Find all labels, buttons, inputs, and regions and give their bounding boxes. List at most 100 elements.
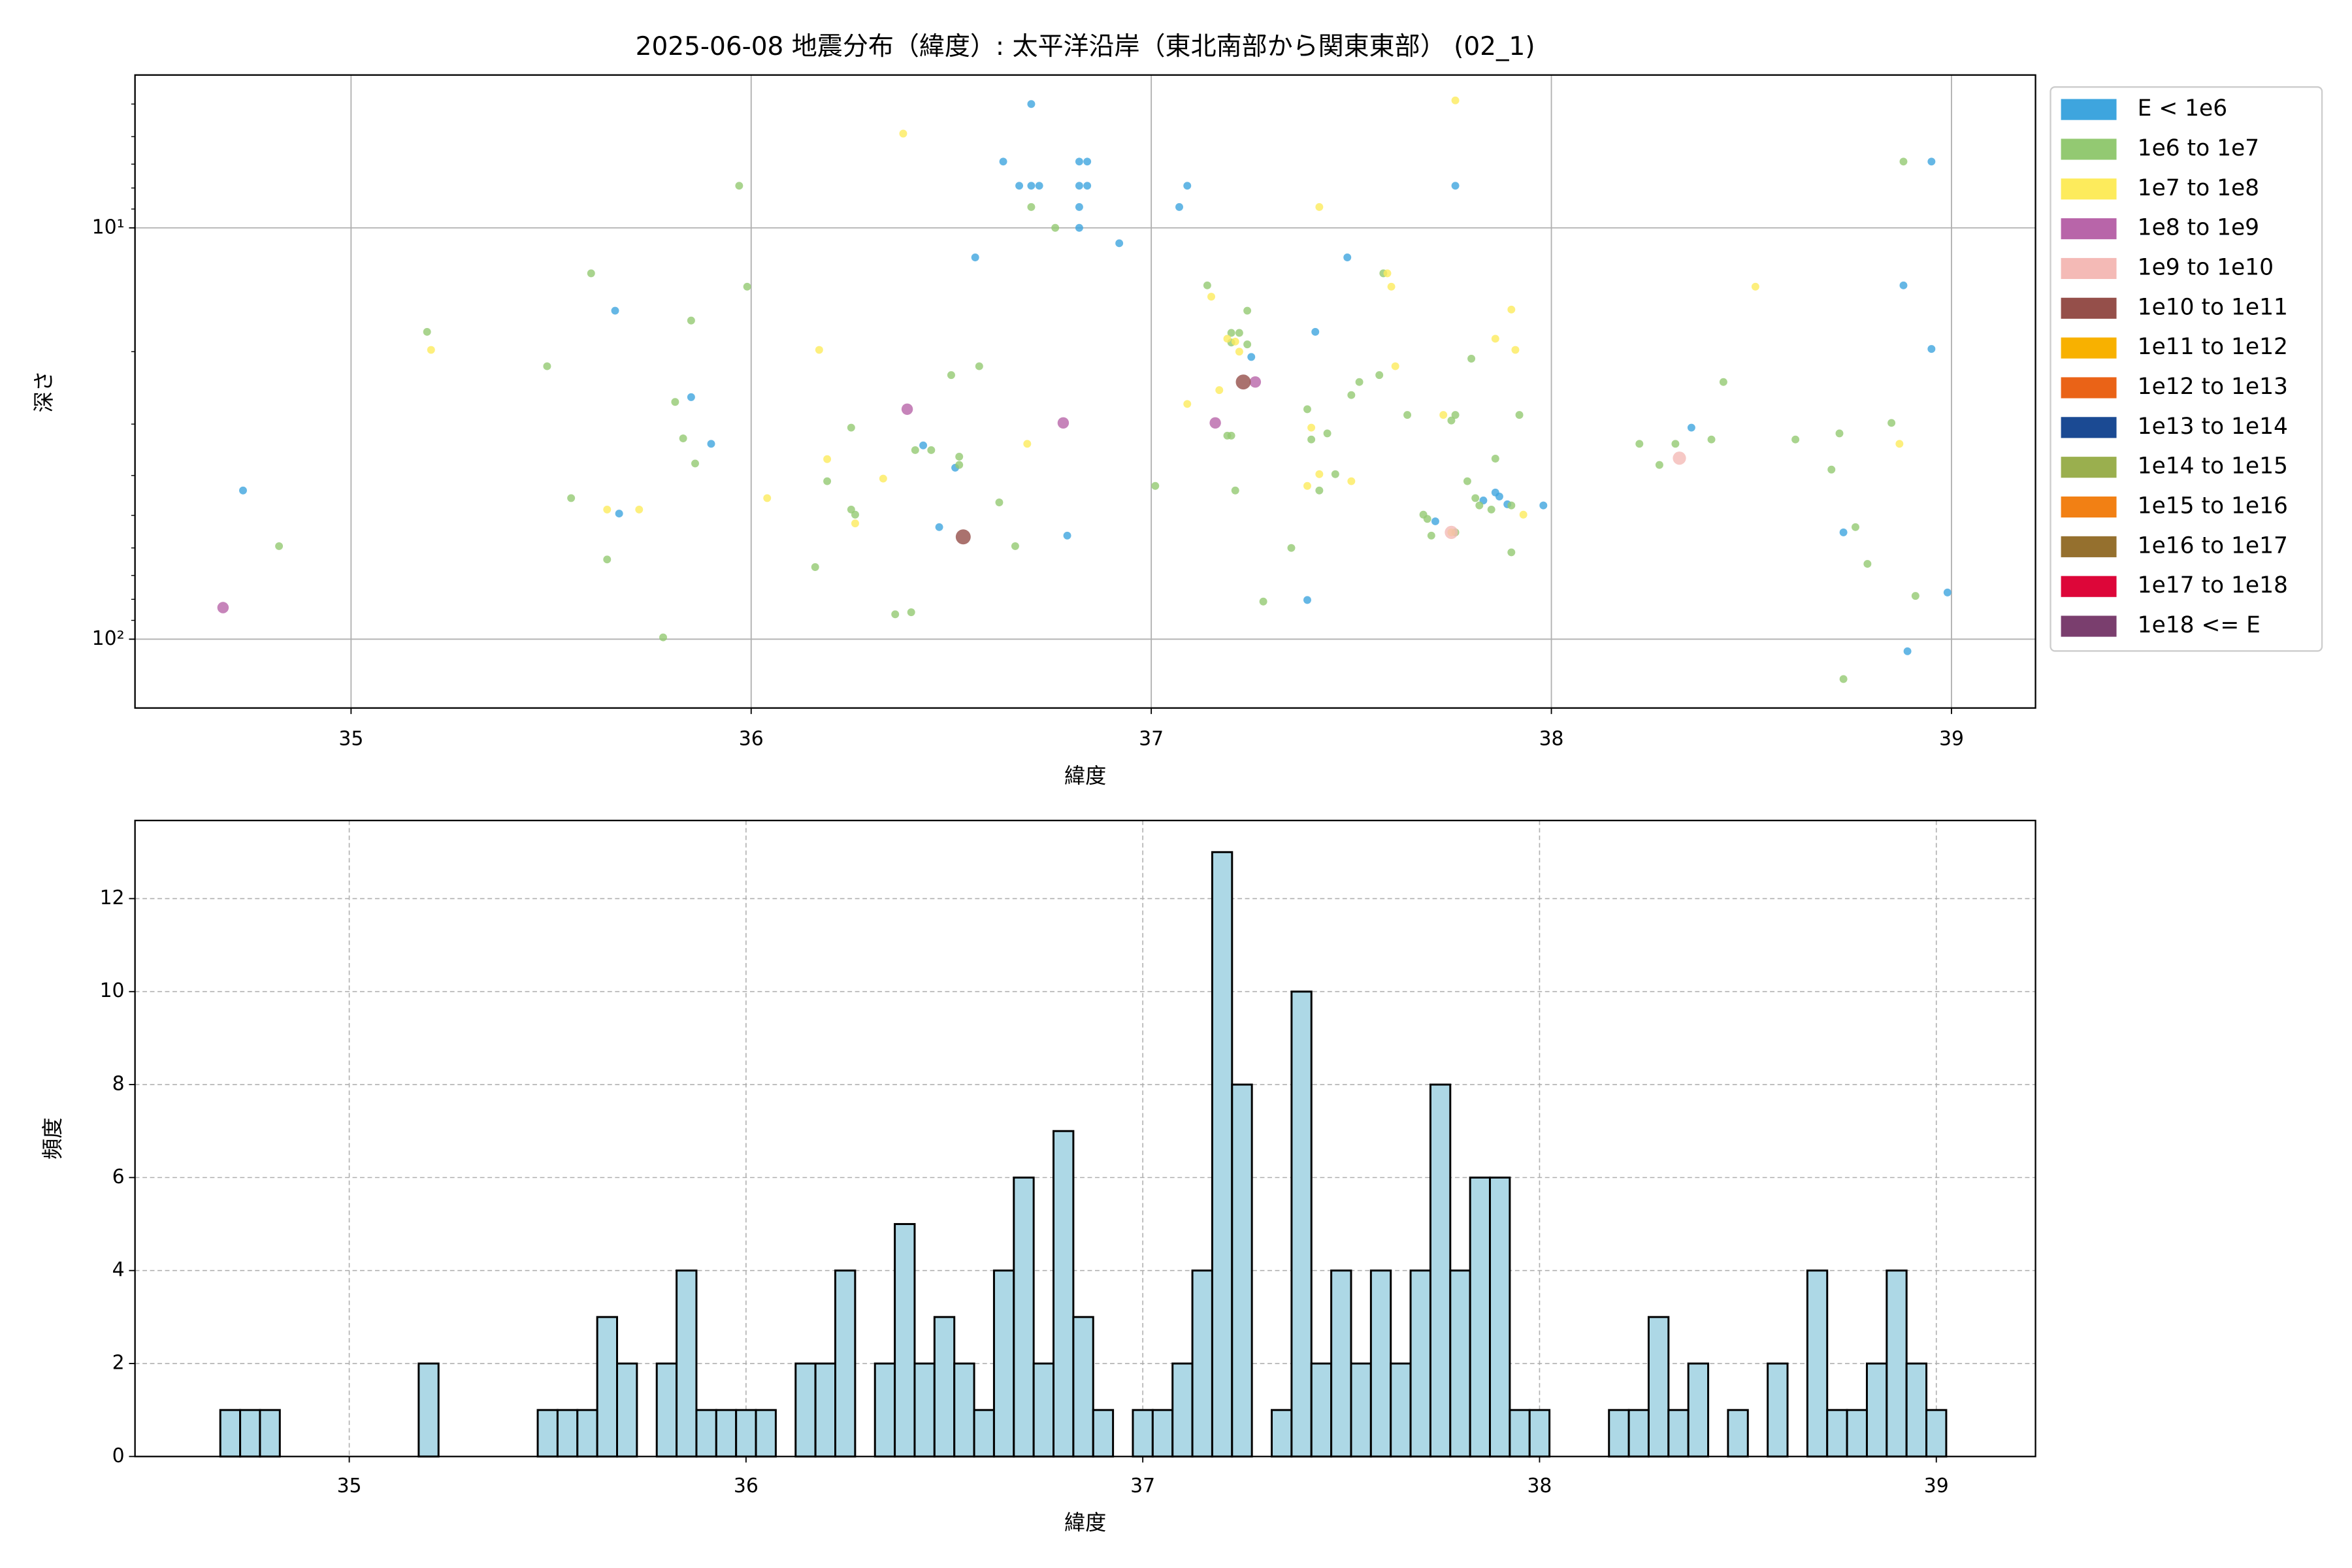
bar bbox=[1390, 1362, 1412, 1458]
x-axis-label: 緯度 bbox=[1064, 763, 1106, 788]
point bbox=[1927, 157, 1936, 166]
point bbox=[1051, 223, 1060, 232]
bar bbox=[1310, 1362, 1333, 1458]
point bbox=[1895, 440, 1904, 448]
point bbox=[1183, 182, 1192, 190]
point bbox=[1671, 440, 1680, 448]
legend-swatch bbox=[2061, 218, 2117, 240]
legend-label: 1e8 to 1e9 bbox=[2138, 215, 2259, 241]
point bbox=[971, 253, 979, 261]
point bbox=[847, 423, 855, 432]
point bbox=[1075, 223, 1083, 232]
bar bbox=[596, 1316, 618, 1458]
bar bbox=[1865, 1362, 1888, 1458]
legend-swatch bbox=[2061, 257, 2117, 280]
point bbox=[1223, 335, 1232, 343]
point bbox=[1247, 353, 1256, 361]
point bbox=[1475, 501, 1484, 510]
point bbox=[1391, 362, 1399, 370]
bar bbox=[1092, 1409, 1115, 1458]
bar bbox=[794, 1362, 817, 1458]
point bbox=[1863, 560, 1872, 568]
point bbox=[899, 129, 907, 138]
bar bbox=[755, 1409, 777, 1458]
point bbox=[1427, 531, 1435, 540]
bar bbox=[1151, 1409, 1174, 1458]
legend-label: 1e13 to 1e14 bbox=[2138, 414, 2288, 440]
bar bbox=[735, 1409, 757, 1458]
point bbox=[1899, 281, 1908, 289]
point bbox=[1151, 482, 1160, 490]
point bbox=[1707, 435, 1716, 444]
x-tick-label: 36 bbox=[739, 727, 764, 750]
point bbox=[1507, 548, 1516, 557]
x-tick-label: 36 bbox=[734, 1475, 759, 1497]
point bbox=[1511, 346, 1520, 354]
point bbox=[1331, 470, 1339, 478]
x-tick-label: 38 bbox=[1527, 1475, 1552, 1497]
bar bbox=[1409, 1269, 1431, 1458]
bar bbox=[1171, 1362, 1194, 1458]
point bbox=[1491, 335, 1499, 343]
point bbox=[1209, 417, 1221, 429]
point bbox=[1027, 100, 1036, 108]
point bbox=[1515, 411, 1524, 419]
point bbox=[1447, 416, 1456, 425]
point bbox=[1495, 493, 1503, 500]
point bbox=[671, 398, 679, 406]
point bbox=[1655, 461, 1663, 469]
point bbox=[603, 505, 612, 514]
legend-label: 1e16 to 1e17 bbox=[2138, 532, 2288, 559]
legend-swatch bbox=[2061, 139, 2117, 160]
y-axis-label: 頻度 bbox=[41, 1117, 65, 1159]
point bbox=[1403, 411, 1412, 419]
point bbox=[1243, 340, 1252, 349]
point bbox=[815, 346, 823, 354]
y-tick-label: 8 bbox=[112, 1073, 125, 1096]
point bbox=[1315, 203, 1324, 211]
bar bbox=[1905, 1362, 1928, 1458]
point bbox=[707, 440, 715, 448]
bar bbox=[814, 1362, 836, 1458]
bar bbox=[1211, 851, 1233, 1458]
legend-label: 1e17 to 1e18 bbox=[2138, 572, 2288, 598]
bar bbox=[1886, 1269, 1908, 1458]
y-tick-label: 6 bbox=[112, 1166, 125, 1188]
bar bbox=[676, 1269, 698, 1458]
y-tick-label: 0 bbox=[112, 1445, 125, 1467]
point bbox=[1791, 435, 1800, 444]
point bbox=[1235, 348, 1243, 356]
legend-label: 1e14 to 1e15 bbox=[2138, 453, 2288, 480]
point bbox=[1231, 337, 1239, 346]
x-axis-label: 緯度 bbox=[1064, 1511, 1106, 1535]
point bbox=[735, 182, 743, 190]
bar bbox=[1647, 1316, 1670, 1458]
bar bbox=[933, 1316, 956, 1458]
point bbox=[217, 602, 229, 613]
point bbox=[901, 403, 913, 416]
point bbox=[1203, 281, 1211, 289]
bar bbox=[1528, 1409, 1551, 1458]
point bbox=[1383, 269, 1392, 278]
y-tick-label: 10² bbox=[92, 627, 125, 650]
point bbox=[1751, 282, 1759, 291]
legend-swatch bbox=[2061, 377, 2117, 399]
legend-swatch bbox=[2061, 417, 2117, 438]
point bbox=[907, 608, 915, 617]
point bbox=[1343, 253, 1352, 261]
chart-title: 2025-06-08 地震分布（緯度）: 太平洋沿岸（東北南部から関東東部） (… bbox=[636, 32, 1535, 61]
point bbox=[1911, 592, 1919, 600]
bar bbox=[556, 1409, 579, 1458]
point bbox=[1839, 528, 1848, 536]
point bbox=[955, 461, 964, 469]
x-tick-label: 37 bbox=[1139, 727, 1164, 750]
bar bbox=[1290, 990, 1313, 1458]
point bbox=[1491, 455, 1499, 463]
point bbox=[1347, 477, 1356, 485]
point bbox=[1827, 465, 1836, 474]
x-tick-label: 39 bbox=[1939, 727, 1964, 750]
point bbox=[603, 555, 612, 564]
point bbox=[927, 446, 936, 454]
y-tick-label: 12 bbox=[100, 887, 125, 909]
bar bbox=[1767, 1362, 1789, 1458]
